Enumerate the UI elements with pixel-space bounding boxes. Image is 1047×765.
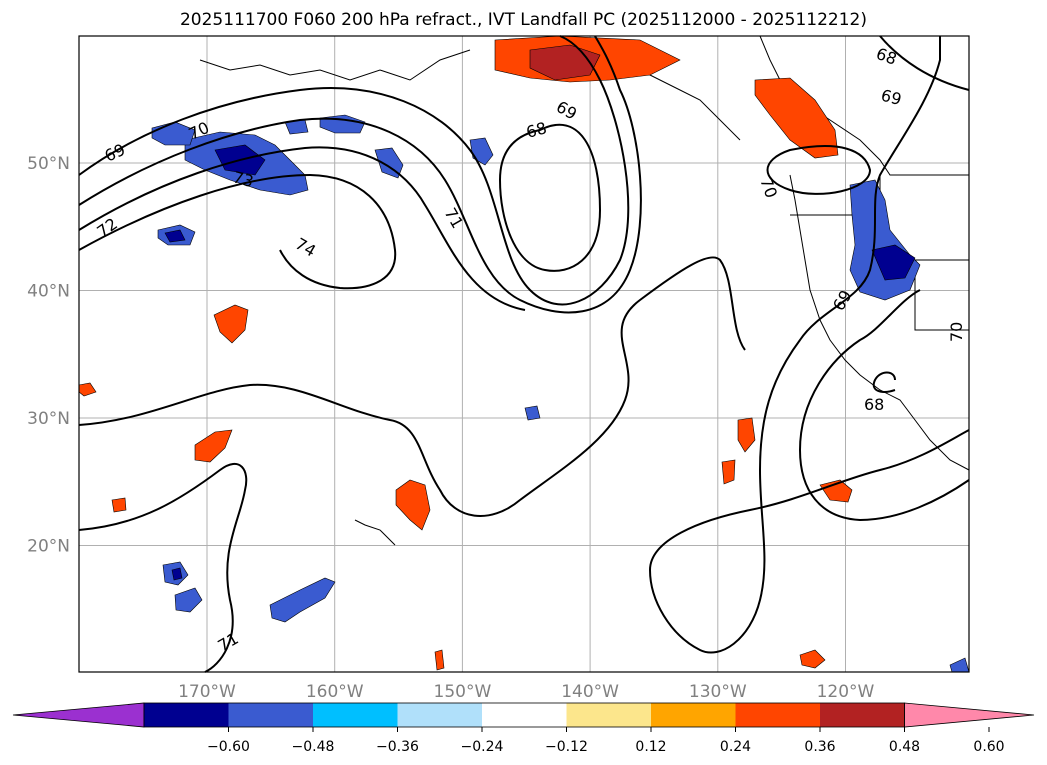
colorbar-tick-label: 0.12 [635,739,666,755]
contour-label-68-south: 68 [864,395,884,414]
map-frame [78,35,970,673]
colorbar-tick-label: 0.36 [804,739,835,755]
colorbar-tick-label: 0.24 [720,739,751,755]
longitude-label: 150°W [434,682,492,702]
longitude-label: 160°W [306,682,364,702]
colorbar-tick-label: 0.48 [889,739,920,755]
colorbar-segment [313,703,398,727]
colorbar-outline [143,702,905,728]
contour-label-69-northeast: 69 [879,86,904,110]
refractivity-contours [78,35,970,673]
colorbar-segment [228,703,313,727]
graticule [79,36,969,672]
colorbar-segment [397,703,482,727]
latitude-label: 30°N [27,409,70,429]
colorbar-extend-high [904,702,1035,728]
contour-label-68-center: 68 [524,118,549,142]
map-background [79,36,969,672]
longitude-label: 170°W [178,682,236,702]
colorbar-tick-label: −0.24 [461,739,504,755]
latitude-label: 50°N [27,154,70,174]
longitude-label: 130°W [689,682,747,702]
latitude-label: 20°N [27,537,70,557]
latitude-labels: 50°N 40°N 30°N 20°N [27,154,70,557]
contour-label-73: 73 [231,168,256,192]
colorbar-tick-label: −0.36 [376,739,419,755]
negative-shading [151,114,970,673]
colorbar-segment [144,703,229,727]
colorbar-tick-label: −0.60 [207,739,250,755]
colorbar: −0.60 −0.48 −0.36 −0.24 −0.12 0.12 0.24 0.36 0.4… [12,702,1035,755]
colorbar-segment [735,703,820,727]
colorbar-tick-label: −0.48 [292,739,335,755]
latitude-label: 40°N [27,282,70,302]
longitude-label: 120°W [817,682,875,702]
colorbar-tick-label: 0.60 [973,739,1004,755]
colorbar-segment [651,703,736,727]
colorbar-segment [820,703,905,727]
colorbar-segment [566,703,651,727]
longitude-label: 140°W [561,682,619,702]
colorbar-segment [482,703,567,727]
contour-label-70-east: 70 [947,322,966,342]
longitude-labels: 170°W 160°W 150°W 140°W 130°W 120°W [178,682,874,702]
colorbar-tick-label: −0.12 [545,739,588,755]
colorbar-extend-low [12,702,145,728]
map-title: 2025111700 F060 200 hPa refract., IVT La… [179,10,867,30]
